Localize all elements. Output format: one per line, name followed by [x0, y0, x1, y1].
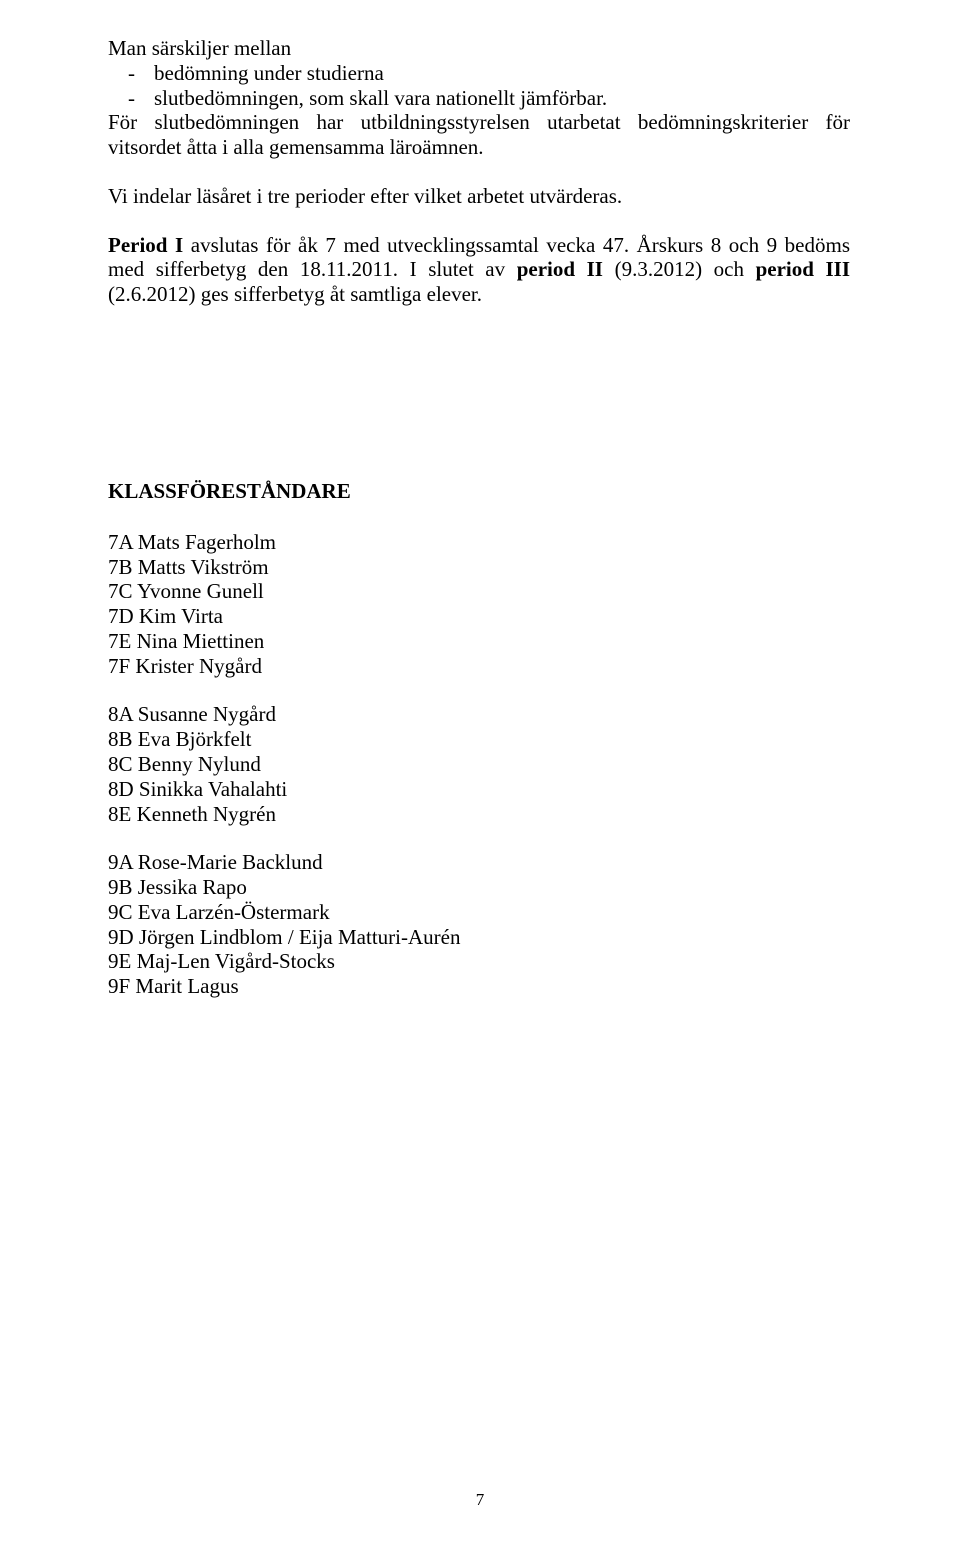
paragraph-2: Vi indelar läsåret i tre perioder efter … — [108, 184, 850, 209]
group-7: 7A Mats Fagerholm 7B Matts Vikström 7C Y… — [108, 530, 850, 679]
period-2-text: (9.3.2012) och — [603, 257, 756, 281]
name-line: 8C Benny Nylund — [108, 752, 850, 777]
name-line: 7E Nina Miettinen — [108, 629, 850, 654]
name-line: 9C Eva Larzén-Östermark — [108, 900, 850, 925]
name-line: 7D Kim Virta — [108, 604, 850, 629]
name-line: 7C Yvonne Gunell — [108, 579, 850, 604]
name-line: 9F Marit Lagus — [108, 974, 850, 999]
group-9: 9A Rose-Marie Backlund 9B Jessika Rapo 9… — [108, 850, 850, 999]
paragraph-3: Period I avslutas för åk 7 med utvecklin… — [108, 233, 850, 307]
period-2-label: period II — [517, 257, 603, 281]
name-line: 8D Sinikka Vahalahti — [108, 777, 850, 802]
name-line: 8B Eva Björkfelt — [108, 727, 850, 752]
period-3-label: period III — [756, 257, 850, 281]
name-line: 7F Krister Nygård — [108, 654, 850, 679]
period-1-label: Period I — [108, 233, 183, 257]
intro-lead: Man särskiljer mellan — [108, 36, 850, 61]
page-number: 7 — [476, 1490, 485, 1510]
name-line: 8E Kenneth Nygrén — [108, 802, 850, 827]
group-8: 8A Susanne Nygård 8B Eva Björkfelt 8C Be… — [108, 702, 850, 826]
intro-bullets: bedömning under studierna slutbedömninge… — [108, 61, 850, 111]
name-line: 7B Matts Vikström — [108, 555, 850, 580]
name-line: 9B Jessika Rapo — [108, 875, 850, 900]
name-line: 7A Mats Fagerholm — [108, 530, 850, 555]
name-line: 8A Susanne Nygård — [108, 702, 850, 727]
intro-block: Man särskiljer mellan bedömning under st… — [108, 36, 850, 160]
intro-followup: För slutbedömningen har utbildningsstyre… — [108, 110, 850, 160]
name-line: 9A Rose-Marie Backlund — [108, 850, 850, 875]
name-line: 9E Maj-Len Vigård-Stocks — [108, 949, 850, 974]
section-heading: KLASSFÖRESTÅNDARE — [108, 479, 850, 504]
bullet-item: slutbedömningen, som skall vara nationel… — [108, 86, 850, 111]
period-3-text: (2.6.2012) ges sifferbetyg åt samtliga e… — [108, 282, 482, 306]
bullet-item: bedömning under studierna — [108, 61, 850, 86]
name-line: 9D Jörgen Lindblom / Eija Matturi-Aurén — [108, 925, 850, 950]
